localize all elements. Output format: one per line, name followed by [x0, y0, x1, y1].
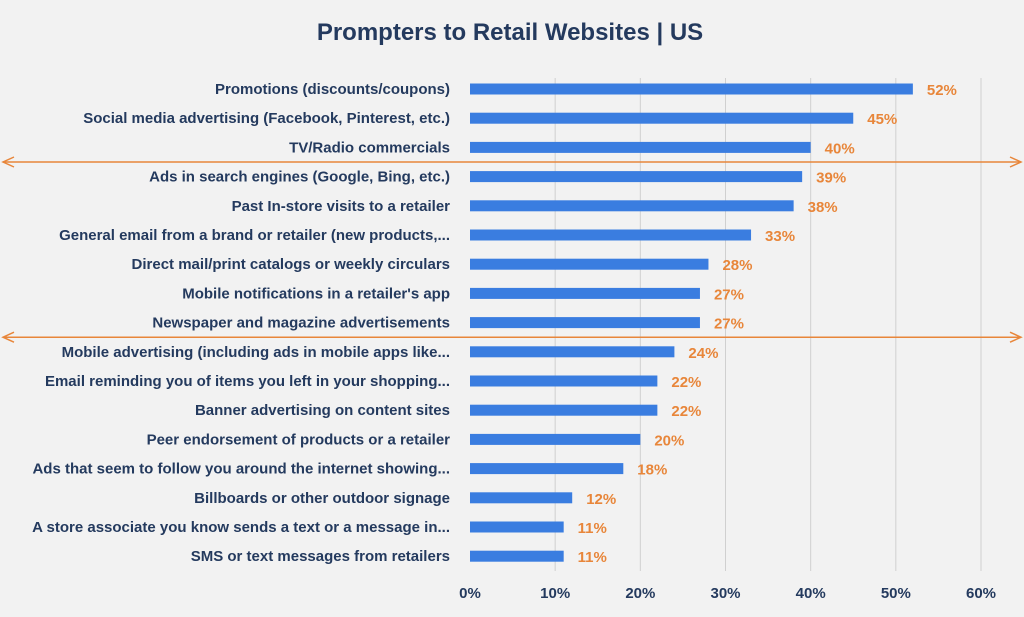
- category-labels: Promotions (discounts/coupons) Social med…: [32, 81, 450, 565]
- arrow-head-left: [1, 156, 15, 168]
- x-tick-label: 40%: [796, 585, 826, 602]
- value-label: 33%: [765, 228, 795, 245]
- bar: [470, 141, 811, 153]
- value-label: 40%: [825, 140, 855, 157]
- value-label: 11%: [578, 549, 607, 566]
- bar: [470, 317, 700, 329]
- category-label: Direct mail/print catalogs or weekly cir…: [132, 256, 450, 273]
- arrow-head-right: [1009, 331, 1023, 343]
- bar: [470, 258, 709, 270]
- bar: [470, 83, 913, 95]
- value-label: 20%: [654, 432, 684, 449]
- value-label: 27%: [714, 316, 744, 333]
- value-label: 24%: [688, 345, 718, 362]
- category-label: Email reminding you of items you left in…: [45, 373, 450, 390]
- category-label: General email from a brand or retailer (…: [59, 227, 450, 244]
- bar: [470, 492, 573, 504]
- value-label: 22%: [671, 374, 701, 391]
- value-label: 11%: [578, 520, 607, 537]
- double-arrow-line: [1, 156, 1023, 168]
- double-arrow-line: [1, 331, 1023, 343]
- x-axis-ticks: 0% 10% 20% 30% 40% 50% 60%: [459, 585, 996, 602]
- x-tick-label: 20%: [625, 585, 655, 602]
- category-label: TV/Radio commercials: [289, 139, 450, 156]
- bar: [470, 112, 854, 124]
- x-tick-label: 60%: [966, 585, 996, 602]
- value-label: 39%: [816, 170, 846, 187]
- value-label: 45%: [867, 111, 897, 128]
- value-label: 52%: [927, 82, 957, 99]
- category-label: Mobile notifications in a retailer's app: [182, 285, 450, 302]
- category-label: Social media advertising (Facebook, Pint…: [83, 110, 450, 127]
- category-label: Promotions (discounts/coupons): [215, 81, 450, 98]
- bar: [470, 550, 564, 562]
- bar: [470, 375, 658, 387]
- arrow-head-right: [1009, 156, 1023, 168]
- x-tick-label: 0%: [459, 585, 481, 602]
- value-labels: 52% 45% 40% 39% 38% 33% 28% 27% 27% 24% 22% 22% 20% 1…: [578, 82, 957, 566]
- x-tick-label: 50%: [881, 585, 911, 602]
- bar: [470, 433, 641, 445]
- annotations: [1, 156, 1023, 343]
- value-label: 18%: [637, 462, 667, 479]
- bar: [470, 171, 803, 183]
- value-label: 22%: [671, 403, 701, 420]
- category-label: Billboards or other outdoor signage: [194, 490, 450, 507]
- category-label: Ads in search engines (Google, Bing, etc…: [149, 169, 450, 186]
- value-label: 38%: [808, 199, 838, 216]
- bar: [470, 346, 675, 358]
- bar: [470, 521, 564, 533]
- category-label: Newspaper and magazine advertisements: [152, 315, 450, 332]
- chart-title: Prompters to Retail Websites | US: [317, 19, 703, 46]
- value-label: 12%: [586, 491, 616, 508]
- bar: [470, 463, 624, 475]
- grid: [554, 78, 982, 571]
- category-label: A store associate you know sends a text …: [32, 519, 450, 536]
- x-tick-label: 30%: [710, 585, 740, 602]
- category-label: Past In-store visits to a retailer: [232, 198, 451, 215]
- category-label: Peer endorsement of products or a retail…: [147, 431, 451, 448]
- bar: [470, 229, 752, 241]
- bar: [470, 287, 700, 299]
- value-label: 28%: [722, 257, 752, 274]
- bar: [470, 200, 794, 212]
- bar: [470, 404, 658, 416]
- x-tick-label: 10%: [540, 585, 570, 602]
- category-label: Banner advertising on content sites: [195, 402, 450, 419]
- category-label: Ads that seem to follow you around the i…: [32, 461, 450, 478]
- category-label: SMS or text messages from retailers: [191, 548, 450, 565]
- bars: [470, 83, 913, 562]
- arrow-head-left: [1, 331, 15, 343]
- value-label: 27%: [714, 286, 744, 303]
- category-label: Mobile advertising (including ads in mob…: [62, 344, 450, 361]
